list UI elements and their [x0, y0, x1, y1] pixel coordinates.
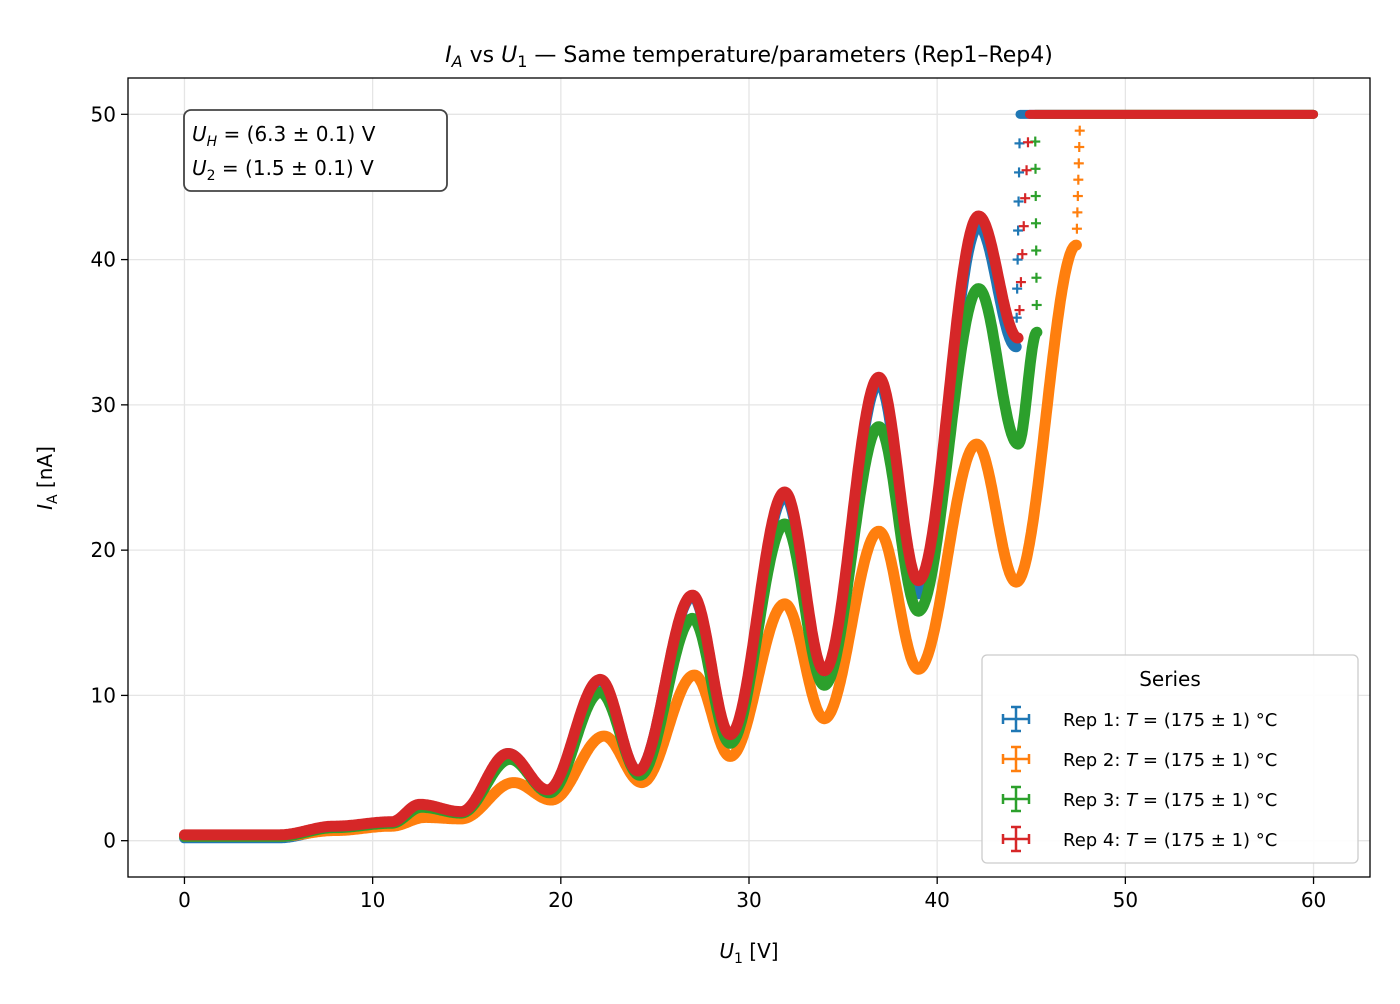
errorbar-point	[1014, 167, 1025, 178]
errorbar-point	[1074, 125, 1085, 136]
errorbar-point	[1017, 249, 1028, 260]
errorbar-point	[1072, 191, 1083, 202]
errorbar-point	[1015, 277, 1026, 288]
errorbar-point	[1011, 312, 1022, 323]
errorbar-point	[1013, 225, 1024, 236]
x-tick-label: 20	[548, 888, 573, 912]
errorbar-point	[1071, 223, 1082, 234]
legend-entry-rep2: Rep 2: T = (175 ± 1) °C	[1001, 745, 1277, 773]
series-rep4	[179, 109, 1319, 841]
legend-label-rep1: Rep 1: T = (175 ± 1) °C	[1063, 710, 1277, 731]
annotation-box	[183, 109, 448, 192]
errorbar-point	[1014, 138, 1025, 149]
chart-title: IA vs U1 — Same temperature/parameters (…	[445, 43, 1053, 71]
errorbar-point	[1014, 305, 1025, 316]
data-layer	[179, 109, 1319, 844]
errorbar-point	[1073, 174, 1084, 185]
legend-label-rep4: Rep 4: T = (175 ± 1) °C	[1063, 830, 1277, 851]
errorbar-point	[1073, 158, 1084, 169]
x-tick-label: 60	[1301, 888, 1326, 912]
x-tick-label: 10	[360, 888, 385, 912]
x-axis-label: U1 [V]	[719, 939, 778, 967]
x-tick-label: 40	[924, 888, 949, 912]
legend-title: Series	[1139, 667, 1201, 691]
errorbar-point	[1072, 207, 1083, 218]
grid-layer	[128, 78, 1370, 877]
errorbar-point	[1021, 165, 1032, 176]
legend-label-rep3: Rep 3: T = (175 ± 1) °C	[1063, 790, 1277, 811]
legend: Series Rep 1: T = (175 ± 1) °C Rep 2: T …	[981, 654, 1359, 864]
legend-marker-rep2	[1001, 745, 1031, 773]
errorbar-point	[1031, 299, 1042, 310]
errorbar-point	[1013, 196, 1024, 207]
x-tick-label: 0	[178, 888, 191, 912]
errorbar-point	[1030, 191, 1041, 202]
annotation-line-u2: U2 = (1.5 ± 0.1) V	[192, 156, 374, 184]
legend-label-rep2: Rep 2: T = (175 ± 1) °C	[1063, 750, 1277, 771]
legend-entry-rep3: Rep 3: T = (175 ± 1) °C	[1001, 785, 1277, 813]
y-tick-label: 40	[91, 248, 116, 272]
errorbar-point	[1031, 245, 1042, 256]
errorbar-point	[1074, 142, 1085, 153]
y-tick-label: 50	[91, 102, 116, 126]
errorbar-point	[1030, 163, 1041, 174]
legend-marker-rep1	[1001, 705, 1031, 733]
x-tick-label: 50	[1113, 888, 1138, 912]
y-tick-label: 30	[91, 393, 116, 417]
legend-marker-rep4	[1001, 825, 1031, 853]
legend-entry-rep1: Rep 1: T = (175 ± 1) °C	[1001, 705, 1277, 733]
legend-box	[981, 654, 1359, 864]
annotation-line-uh: UH = (6.3 ± 0.1) V	[192, 122, 376, 150]
parameter-annotation: UH = (6.3 ± 0.1) V U2 = (1.5 ± 0.1) V	[183, 109, 448, 192]
legend-marker-rep3	[1001, 785, 1031, 813]
errorbar-point	[1020, 193, 1031, 204]
y-axis-label: IA [nA]	[33, 446, 61, 510]
series-band-rep4	[179, 210, 1024, 841]
errorbar-point	[1012, 283, 1023, 294]
errorbar-point	[1031, 272, 1042, 283]
y-tick-label: 10	[91, 683, 116, 707]
y-tick-label: 20	[91, 538, 116, 562]
errorbar-point	[1012, 254, 1023, 265]
x-tick-label: 30	[736, 888, 761, 912]
y-tick-label: 0	[103, 829, 116, 853]
legend-entry-rep4: Rep 4: T = (175 ± 1) °C	[1001, 825, 1277, 853]
tick-layer: 0 10 20 30 40 50 60 0 10 20 30 40 50	[91, 102, 1327, 912]
errorbar-point	[1030, 218, 1041, 229]
errorbar-point	[1022, 137, 1033, 148]
errorbar-point	[1018, 221, 1029, 232]
